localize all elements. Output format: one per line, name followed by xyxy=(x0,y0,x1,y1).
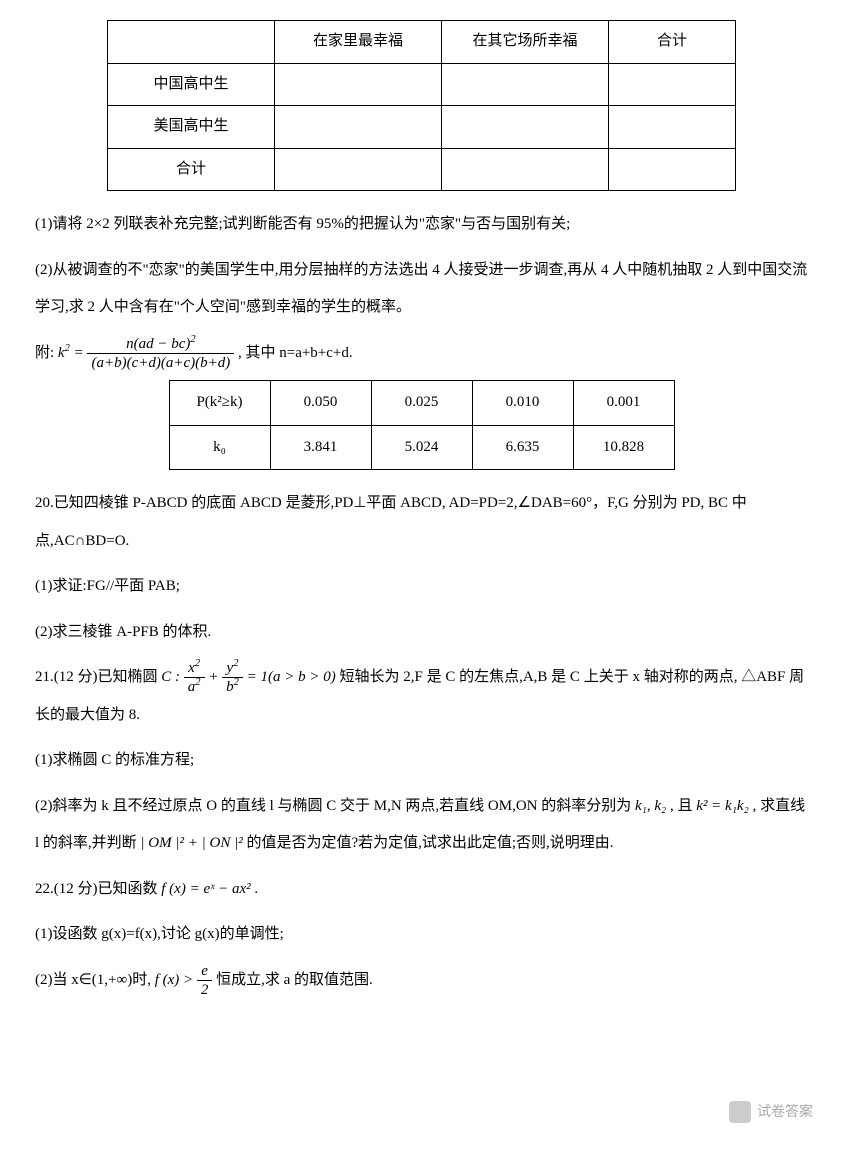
question-20-stem: 20.已知四棱锥 P-ABCD 的底面 ABCD 是菱形,PD⊥平面 ABCD,… xyxy=(35,485,808,560)
numerator: x2 xyxy=(184,659,205,678)
wechat-icon xyxy=(729,1101,751,1123)
math-k1: k₁ xyxy=(635,798,647,814)
question-22-2: (2)当 x∈(1,+∞)时, f (x) > e 2 恒成立,求 a 的取值范… xyxy=(35,962,808,1000)
cell: 0.001 xyxy=(573,381,674,426)
cell: 在其它场所幸福 xyxy=(442,21,609,64)
cell: 10.828 xyxy=(573,425,674,470)
cell: 0.010 xyxy=(472,381,573,426)
fraction-y2b2: y2 b2 xyxy=(222,659,243,696)
question-part-1: (1)请将 2×2 列联表补充完整;试判断能否有 95%的把握认为"恋家"与否与… xyxy=(35,206,808,244)
cell xyxy=(275,106,442,149)
cell xyxy=(609,148,736,191)
denominator: b2 xyxy=(222,678,243,696)
text: 22.(12 分)已知函数 xyxy=(35,881,161,897)
cell: 5.024 xyxy=(371,425,472,470)
math-omon: | OM |² + | ON |² xyxy=(140,835,242,851)
table-row: P(k²≥k) 0.050 0.025 0.010 0.001 xyxy=(169,381,674,426)
cell: 在家里最幸福 xyxy=(275,21,442,64)
cell: 0.050 xyxy=(270,381,371,426)
cell xyxy=(442,63,609,106)
question-20-1: (1)求证:FG//平面 PAB; xyxy=(35,568,808,606)
question-21-1: (1)求椭圆 C 的标准方程; xyxy=(35,742,808,780)
watermark: 试卷答案 xyxy=(729,1094,813,1129)
cell: P(k²≥k) xyxy=(169,381,270,426)
cell: 美国高中生 xyxy=(108,106,275,149)
cell: 合计 xyxy=(609,21,736,64)
question-21-2: (2)斜率为 k 且不经过原点 O 的直线 l 与椭圆 C 交于 M,N 两点,… xyxy=(35,788,808,863)
math-fx: f (x) = eˣ − ax² xyxy=(161,881,250,897)
cell: 中国高中生 xyxy=(108,63,275,106)
cell xyxy=(275,63,442,106)
question-21-stem: 21.(12 分)已知椭圆 C : x2 a2 + y2 b2 = 1(a > … xyxy=(35,659,808,734)
fraction-e2: e 2 xyxy=(197,962,213,999)
eq: = 1(a > b > 0) xyxy=(247,669,336,685)
cell: 3.841 xyxy=(270,425,371,470)
denominator: a2 xyxy=(184,678,205,696)
question-22-stem: 22.(12 分)已知函数 f (x) = eˣ − ax² . xyxy=(35,871,808,909)
math-lhs: k2 xyxy=(58,345,70,361)
numerator: y2 xyxy=(222,659,243,678)
table-row: k₀ 3.841 5.024 6.635 10.828 xyxy=(169,425,674,470)
equals: = xyxy=(74,345,84,361)
numerator: e xyxy=(197,962,213,981)
cell: k₀ xyxy=(169,425,270,470)
cell: 6.635 xyxy=(472,425,573,470)
cell xyxy=(275,148,442,191)
text: , 且 xyxy=(670,798,693,814)
table-row: 美国高中生 xyxy=(108,106,736,149)
text: . xyxy=(254,881,258,897)
formula-k-squared: 附: k2 = n(ad − bc)2 (a+b)(c+d)(a+c)(b+d)… xyxy=(35,335,808,373)
denominator: (a+b)(c+d)(a+c)(b+d) xyxy=(87,354,234,372)
table-row: 合计 xyxy=(108,148,736,191)
text: 附: xyxy=(35,345,54,361)
table-row: 在家里最幸福 在其它场所幸福 合计 xyxy=(108,21,736,64)
text: (2)当 x∈(1,+∞)时, xyxy=(35,972,155,988)
text: (2)斜率为 k 且不经过原点 O 的直线 l 与椭圆 C 交于 M,N 两点,… xyxy=(35,798,631,814)
text: , 其中 n=a+b+c+d. xyxy=(238,345,353,361)
math-k2: k₂ xyxy=(654,798,666,814)
cell xyxy=(609,63,736,106)
cell: 0.025 xyxy=(371,381,472,426)
cell xyxy=(442,106,609,149)
table-row: 中国高中生 xyxy=(108,63,736,106)
math-fx-gt: f (x) > xyxy=(155,972,193,988)
numerator: n(ad − bc)2 xyxy=(87,335,234,354)
colon: : xyxy=(175,669,180,685)
cell xyxy=(609,106,736,149)
contingency-table: 在家里最幸福 在其它场所幸福 合计 中国高中生 美国高中生 合计 xyxy=(107,20,736,191)
critical-value-table: P(k²≥k) 0.050 0.025 0.010 0.001 k₀ 3.841… xyxy=(169,380,675,470)
text: 恒成立,求 a 的取值范围. xyxy=(216,972,373,988)
cell: 合计 xyxy=(108,148,275,191)
cell xyxy=(442,148,609,191)
cell xyxy=(108,21,275,64)
math-eq: k² = k₁k₂ xyxy=(696,798,749,814)
math-c: C xyxy=(161,669,171,685)
text: 的值是否为定值?若为定值,试求出此定值;否则,说明理由. xyxy=(246,835,613,851)
text: 21.(12 分)已知椭圆 xyxy=(35,669,158,685)
denominator: 2 xyxy=(197,981,213,999)
plus: + xyxy=(208,669,218,685)
watermark-text: 试卷答案 xyxy=(757,1094,813,1129)
question-22-1: (1)设函数 g(x)=f(x),讨论 g(x)的单调性; xyxy=(35,916,808,954)
question-20-2: (2)求三棱锥 A-PFB 的体积. xyxy=(35,614,808,652)
fraction-x2a2: x2 a2 xyxy=(184,659,205,696)
question-part-2: (2)从被调查的不"恋家"的美国学生中,用分层抽样的方法选出 4 人接受进一步调… xyxy=(35,252,808,327)
math-fraction: n(ad − bc)2 (a+b)(c+d)(a+c)(b+d) xyxy=(87,335,234,372)
